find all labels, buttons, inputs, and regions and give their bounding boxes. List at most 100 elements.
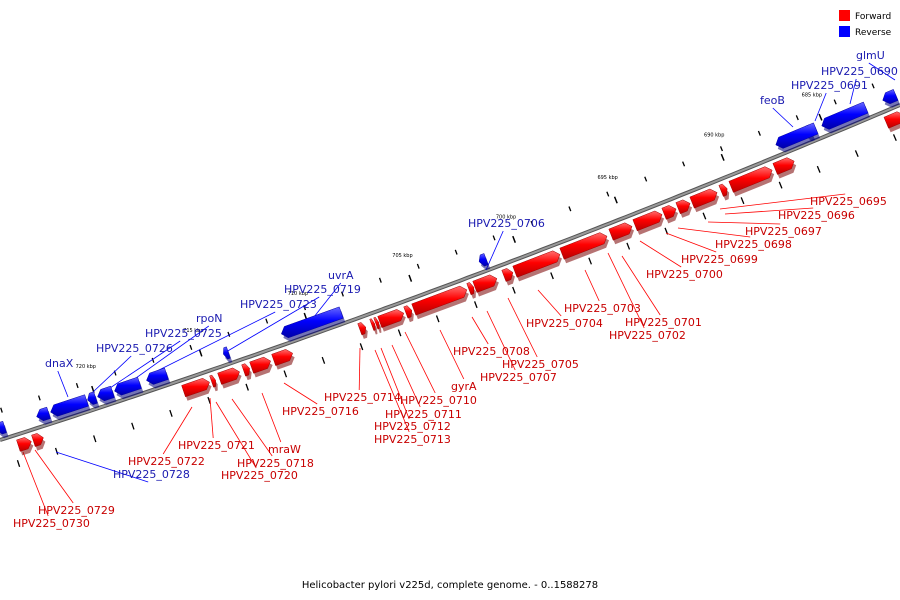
- leader-line: [162, 406, 193, 455]
- tick-mark: [408, 274, 413, 282]
- legend-forward-label: Forward: [855, 12, 891, 22]
- minor-tick: [131, 422, 135, 430]
- HPV225_0690-gene: [821, 101, 869, 130]
- HPV225_0700-gene: [661, 205, 677, 220]
- leader-line: [707, 221, 781, 225]
- gene-label-hpv225_0700: HPV225_0700: [646, 268, 723, 281]
- leader-line: [537, 289, 562, 317]
- minor-tick: [871, 83, 875, 89]
- HPV225_0722-gene: [181, 377, 210, 398]
- HPV225_0718-gene: [241, 363, 250, 377]
- HPV225_0710-gene: [403, 305, 413, 319]
- edge-fwd-gene: [883, 111, 900, 129]
- gene-label-hpv225_0711: HPV225_0711: [385, 408, 462, 421]
- leader-line: [215, 401, 257, 469]
- dnaX-gene: [50, 394, 89, 417]
- minor-tick: [189, 344, 193, 350]
- leader-line: [724, 207, 814, 215]
- edge-gene: [0, 420, 7, 435]
- gene-label-hpv225_0696: HPV225_0696: [778, 209, 855, 222]
- minor-ticks: [0, 83, 897, 468]
- gene-label-hpv225_0708: HPV225_0708: [453, 345, 530, 358]
- HPV225_0711-gene: [377, 309, 405, 328]
- minor-tick: [682, 161, 686, 167]
- minor-tick: [740, 197, 745, 205]
- leader-line: [665, 232, 717, 253]
- tick-mark: [818, 113, 823, 121]
- leader-line: [391, 344, 421, 408]
- gene-label-hpv225_0712: HPV225_0712: [374, 420, 451, 433]
- gyrA-gene: [411, 285, 468, 316]
- leader-line: [485, 230, 504, 271]
- HPV225_0695-gene: [772, 157, 795, 175]
- minor-tick: [530, 220, 534, 227]
- leader-line: [380, 347, 410, 420]
- HPV225_0696-gene: [728, 166, 773, 193]
- gene-label-hpv225_0729: HPV225_0729: [38, 504, 115, 517]
- gene-label-hpv225_0714: HPV225_0714: [324, 391, 401, 404]
- minor-tick: [169, 409, 173, 417]
- legend-forward-swatch: [839, 10, 850, 21]
- leader-line: [154, 311, 276, 373]
- axis-line: [0, 104, 900, 441]
- leader-line: [128, 325, 210, 384]
- leader-line: [22, 451, 49, 517]
- leader-line: [621, 255, 661, 316]
- leader-line: [849, 78, 857, 105]
- leader-line: [209, 397, 214, 439]
- leader-line: [283, 382, 318, 405]
- HPV225_0726-gene: [87, 391, 98, 405]
- tick-mark: [720, 153, 725, 161]
- HPV225_0699-gene: [675, 199, 691, 215]
- minor-tick: [588, 257, 592, 265]
- gene-label-hpv225_0707: HPV225_0707: [480, 371, 557, 384]
- glmU-gene: [882, 89, 899, 105]
- gene-label-hpv225_0705: HPV225_0705: [502, 358, 579, 371]
- gene-label-hpv225_0718: HPV225_0718: [237, 457, 314, 470]
- gene-label-hpv225_0697: HPV225_0697: [745, 225, 822, 238]
- HPV225_0698-gene: [689, 188, 718, 209]
- minor-tick: [416, 263, 420, 269]
- HPV225_0720-gene: [217, 367, 240, 385]
- HPV225_0707-gene: [472, 274, 498, 293]
- minor-tick: [378, 277, 382, 283]
- gene-label-hpv225_0706: HPV225_0706: [468, 217, 545, 230]
- leader-line: [92, 355, 132, 393]
- minor-tick: [321, 356, 326, 364]
- leader-line: [584, 269, 600, 302]
- minor-tick: [397, 329, 402, 337]
- HPV225_0713-gene: [369, 318, 376, 331]
- legend-reverse-label: Reverse: [855, 28, 892, 38]
- HPV225_0697-gene: [718, 183, 728, 197]
- minor-tick: [359, 343, 364, 351]
- map-caption: Helicobacter pylori v225d, complete geno…: [302, 580, 598, 591]
- uvrA-gene: [281, 306, 344, 339]
- HPV225_0712-gene: [373, 316, 380, 330]
- gene-label-hpv225_0701: HPV225_0701: [625, 316, 702, 329]
- gene-label-hpv225_0698: HPV225_0698: [715, 238, 792, 251]
- minor-tick: [778, 181, 783, 189]
- gene-label-feob: feoB: [760, 94, 785, 107]
- minor-tick: [606, 191, 610, 197]
- leader-line: [374, 349, 410, 433]
- gene-features: [0, 89, 900, 456]
- minor-tick: [93, 435, 97, 443]
- tick-label: 695 kbp: [597, 175, 617, 181]
- minor-tick: [854, 150, 859, 158]
- mraW-gene: [249, 356, 271, 374]
- HPV225_0723-gene: [146, 367, 169, 385]
- minor-tick: [719, 146, 724, 152]
- minor-tick: [892, 134, 897, 142]
- leader-line: [719, 193, 846, 210]
- HPV225_0702-gene: [608, 222, 633, 241]
- minor-tick: [54, 447, 59, 455]
- minor-tick: [454, 249, 458, 255]
- minor-tick: [265, 318, 269, 324]
- minor-tick: [341, 291, 344, 297]
- leader-line: [231, 398, 273, 457]
- minor-tick: [283, 370, 288, 378]
- leader-line: [677, 227, 751, 238]
- leader-line: [106, 340, 181, 391]
- leader-line: [55, 451, 149, 483]
